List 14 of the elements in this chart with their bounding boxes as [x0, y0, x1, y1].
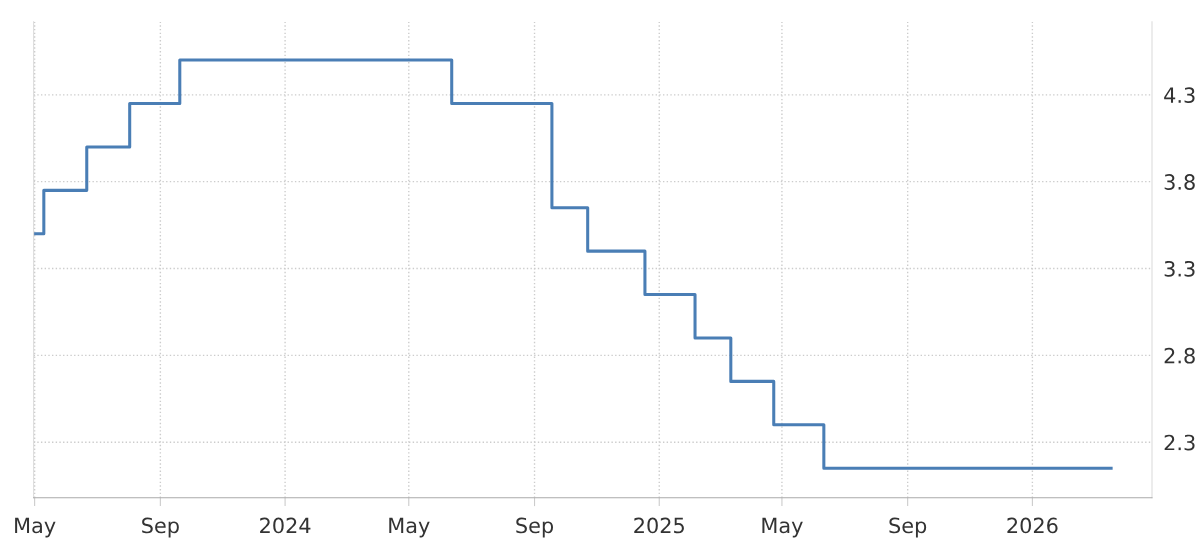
x-tick-label: 2026 [1007, 517, 1058, 534]
x-tick-label: May [389, 517, 430, 538]
y-tick-label: 4.3 [1164, 87, 1195, 104]
x-tick-label: 2025 [634, 517, 684, 534]
x-tick-label: Sep [889, 517, 927, 538]
x-tick-label: 2024 [260, 517, 311, 534]
x-tick-label: Sep [516, 517, 554, 538]
y-tick-label: 3.8 [1164, 174, 1195, 190]
y-tick-label: 2.3 [1164, 434, 1195, 451]
x-tick-label: May [762, 517, 803, 538]
y-tick-label: 2.8 [1164, 347, 1195, 364]
y-tick-label: 3.3 [1164, 260, 1195, 277]
x-tick-label: May [15, 517, 56, 538]
x-tick-label: Sep [142, 517, 179, 538]
